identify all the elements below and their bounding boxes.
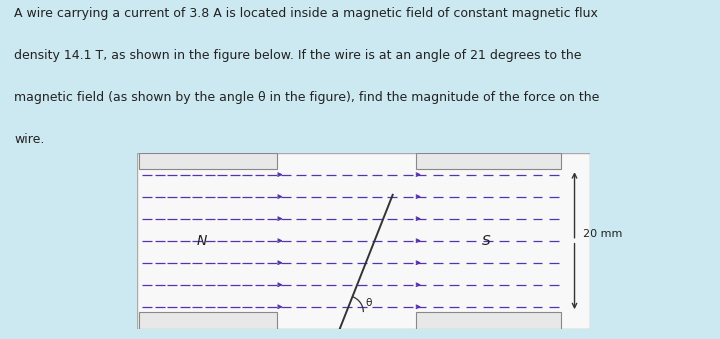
Text: 20 mm: 20 mm: [582, 229, 622, 239]
Text: θ: θ: [366, 298, 372, 308]
Text: density 14.1 T, as shown in the figure below. If the wire is at an angle of 21 d: density 14.1 T, as shown in the figure b…: [14, 49, 582, 62]
Text: magnetic field (as shown by the angle θ in the figure), find the magnitude of th: magnetic field (as shown by the angle θ …: [14, 91, 600, 104]
Bar: [139, 153, 277, 169]
Bar: [139, 312, 277, 329]
Bar: [415, 153, 561, 169]
Bar: [415, 312, 561, 329]
Text: S: S: [482, 234, 490, 248]
Text: wire.: wire.: [14, 133, 45, 146]
Text: N: N: [197, 234, 207, 248]
Text: A wire carrying a current of 3.8 A is located inside a magnetic field of constan: A wire carrying a current of 3.8 A is lo…: [14, 7, 598, 20]
